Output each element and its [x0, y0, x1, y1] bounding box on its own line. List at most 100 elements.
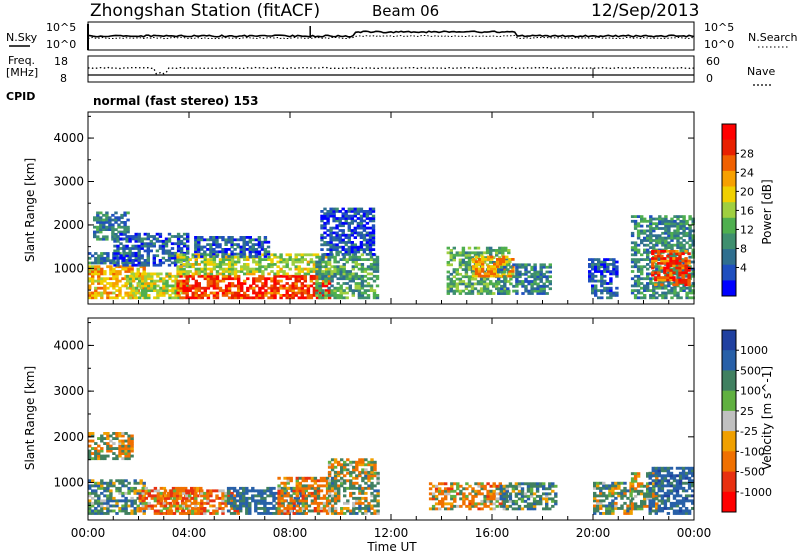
heatmap-cell	[633, 474, 638, 478]
heatmap-cell	[206, 258, 211, 261]
heatmap-cell	[94, 454, 98, 458]
heatmap-cell	[150, 489, 154, 493]
heatmap-cell	[620, 496, 624, 500]
heatmap-cell	[226, 489, 231, 493]
heatmap-cell	[106, 282, 110, 285]
heatmap-cell	[185, 489, 189, 493]
heatmap-cell	[94, 494, 98, 498]
heatmap-cell	[300, 282, 304, 285]
heatmap-cell	[103, 481, 107, 485]
heatmap-cell	[224, 267, 229, 271]
heatmap-cell	[144, 504, 148, 508]
heatmap-cell	[172, 494, 177, 498]
heatmap-cell	[312, 263, 317, 266]
heatmap-cell	[197, 512, 201, 515]
heatmap-cell	[174, 289, 178, 292]
heatmap-cell	[458, 261, 463, 264]
heatmap-cell	[125, 254, 129, 258]
heatmap-cell	[473, 282, 478, 286]
heatmap-cell	[480, 482, 484, 486]
heatmap-cell	[594, 274, 598, 278]
heatmap-cell	[224, 289, 229, 292]
heatmap-cell	[212, 499, 216, 503]
heatmap-cell	[282, 270, 286, 273]
heatmap-cell	[661, 217, 665, 221]
heatmap-cell	[611, 489, 615, 493]
heatmap-cell	[337, 489, 341, 493]
heatmap-cell	[503, 275, 507, 279]
heatmap-cell	[355, 486, 359, 490]
heatmap-cell	[144, 286, 148, 290]
heatmap-cell	[338, 238, 342, 242]
heatmap-cell	[369, 265, 374, 269]
heatmap-cell	[669, 276, 673, 279]
heatmap-cell	[121, 479, 125, 483]
heatmap-cell	[100, 282, 104, 285]
heatmap-cell	[682, 229, 686, 233]
heatmap-cell	[320, 236, 324, 239]
heatmap-cell	[100, 481, 104, 485]
heatmap-cell	[341, 253, 345, 256]
heatmap-cell	[324, 294, 328, 297]
heatmap-cell	[588, 265, 592, 269]
heatmap-cell	[661, 291, 665, 295]
heatmap-cell	[200, 504, 204, 508]
heatmap-cell	[277, 494, 281, 498]
heatmap-cell	[312, 286, 317, 290]
colorbar-swatch	[722, 264, 736, 281]
station-title: Zhongshan Station (fitACF)	[90, 1, 320, 21]
heatmap-cell	[91, 272, 95, 276]
heatmap-cell	[109, 272, 113, 276]
heatmap-cell	[350, 245, 354, 249]
heatmap-cell	[144, 274, 148, 278]
heatmap-cell	[181, 491, 186, 495]
heatmap-cell	[596, 494, 600, 498]
heatmap-cell	[124, 484, 128, 488]
heatmap-cell	[446, 287, 450, 291]
heatmap-cell	[452, 270, 456, 274]
heatmap-cell	[474, 504, 478, 508]
heatmap-cell	[449, 282, 453, 286]
heatmap-cell	[239, 250, 243, 254]
heatmap-cell	[588, 279, 592, 283]
heatmap-cell	[545, 502, 549, 506]
heatmap-cell	[359, 248, 364, 251]
heatmap-cell	[359, 233, 364, 237]
heatmap-cell	[127, 457, 131, 461]
heatmap-cell	[367, 501, 371, 505]
heatmap-cell	[365, 210, 370, 213]
heatmap-cell	[455, 289, 459, 293]
heatmap-cell	[194, 270, 198, 273]
heatmap-cell	[286, 509, 290, 513]
heatmap-cell	[456, 484, 460, 488]
heatmap-cell	[554, 502, 558, 506]
heatmap-cell	[354, 263, 358, 266]
heatmap-cell	[258, 263, 262, 266]
heatmap-cell	[185, 277, 189, 281]
heatmap-cell	[473, 251, 478, 255]
heatmap-cell	[147, 494, 151, 498]
heatmap-cell	[126, 230, 130, 234]
heatmap-cell	[162, 284, 166, 288]
heatmap-cell	[285, 296, 289, 300]
heatmap-cell	[512, 263, 516, 267]
heatmap-cell	[175, 491, 180, 495]
heatmap-cell	[103, 270, 107, 273]
heatmap-cell	[455, 270, 459, 274]
heatmap-cell	[309, 253, 314, 257]
heatmap-cell	[126, 218, 130, 222]
heatmap-cell	[691, 272, 695, 276]
heatmap-cell	[273, 255, 277, 259]
heatmap-cell	[453, 504, 457, 508]
heatmap-cell	[171, 296, 175, 300]
heatmap-cell	[649, 224, 653, 228]
heatmap-cell	[97, 286, 101, 290]
heatmap-cell	[336, 270, 340, 273]
heatmap-cell	[227, 255, 231, 258]
heatmap-cell	[515, 277, 519, 281]
heatmap-cell	[461, 280, 466, 283]
heatmap-cell	[281, 501, 285, 505]
heatmap-cell	[180, 499, 185, 503]
heatmap-cell	[664, 217, 668, 221]
heatmap-cell	[156, 491, 161, 495]
